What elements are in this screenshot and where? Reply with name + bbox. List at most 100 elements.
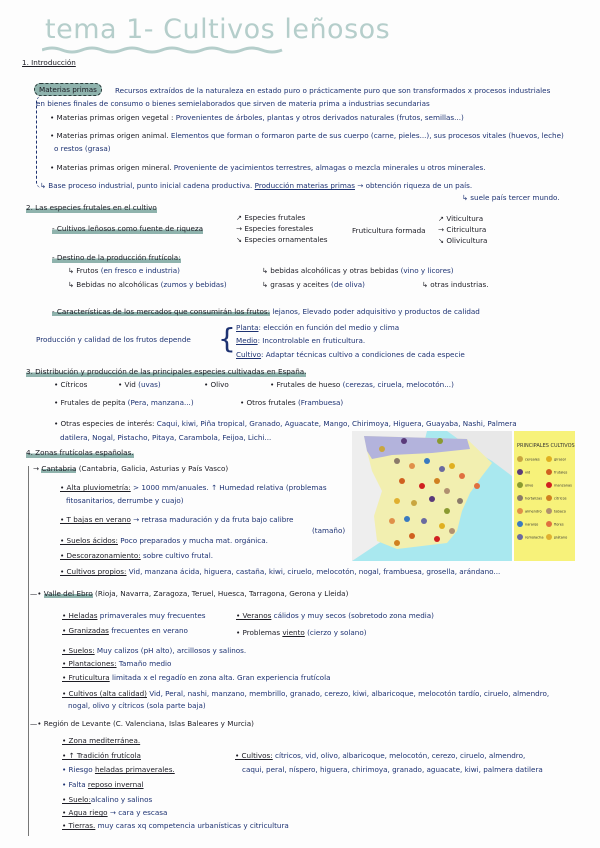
list-item-cont: o restos (grasa) <box>54 144 111 153</box>
list-item: • Problemas viento (cierzo y solano) <box>236 628 367 637</box>
materias-primas-bubble: Materias primas <box>34 83 102 96</box>
list-item: • Zona mediterránea. <box>62 736 141 745</box>
levante-heading: —• Región de Levante (C. Valenciana, Isl… <box>30 719 254 728</box>
list-item-cont: fitosanitarios, derrumbe y cuajo) <box>66 496 184 505</box>
legend-icon <box>546 482 552 488</box>
crop-icon <box>474 483 480 489</box>
list-item: • Frutales de pepita (Pera, manzana...) <box>54 398 194 407</box>
list-item: • Falta reposo invernal <box>62 780 144 789</box>
crop-icon <box>399 478 405 484</box>
legend-label: almendro <box>525 510 542 514</box>
spain-crops-map: PRINCIPALES CULTIVOS cereales vid olivo hor… <box>352 431 575 561</box>
list-item: • Plantaciones: Tamaño medio <box>62 659 172 668</box>
legend-label: tabaco <box>554 510 566 514</box>
crop-icon <box>411 500 417 506</box>
list-item: • Olivo <box>204 380 229 389</box>
list-item: Cultivo: Adaptar técnicas cultivo a cond… <box>236 350 465 359</box>
legend-icon <box>517 534 523 540</box>
crop-icon <box>449 463 455 469</box>
section-4-heading: 4. Zonas frutícolas españolas. <box>26 448 134 458</box>
list-item-cont: caqui, peral, níspero, higuera, chirimoy… <box>242 765 543 774</box>
crop-icon <box>419 483 425 489</box>
list-item: • Frutales de hueso (cerezas, ciruela, m… <box>270 380 454 389</box>
map-north-band <box>364 436 470 459</box>
crop-icon <box>434 536 440 542</box>
crop-icon <box>459 473 465 479</box>
list-item: ↳ grasas y aceites (de oliva) <box>262 280 365 289</box>
list-item: ↳ bebidas alcohólicas y otras bebidas (v… <box>262 266 454 275</box>
legend-icon <box>517 482 523 488</box>
list-item: • Materias primas origen mineral. Proven… <box>50 163 486 172</box>
side-note: ↳ suele país tercer mundo. <box>462 193 560 202</box>
legend-icon <box>546 469 552 475</box>
list-item: • Fruticultura limitada x el regadío en … <box>62 673 331 682</box>
crop-icon <box>444 508 450 514</box>
produccion-label: Producción y calidad de los frutos depen… <box>36 335 191 344</box>
list-item: • Alta pluviometría: > 1000 mm/anuales. … <box>60 483 327 492</box>
list-item: • Cítricos <box>54 380 88 389</box>
destino-heading: - Destino de la producción frutícola: <box>52 253 181 263</box>
crop-icon <box>394 498 400 504</box>
crop-icon <box>421 518 427 524</box>
crop-icon <box>439 523 445 529</box>
crop-icon <box>457 498 463 504</box>
crop-icon <box>439 466 445 472</box>
list-item: • Descorazonamiento: sobre cultivo fruta… <box>60 551 213 560</box>
title-underline <box>42 46 283 54</box>
crop-icon <box>449 528 455 534</box>
ebro-heading: —• Valle del Ebro (Rioja, Navarra, Zarag… <box>30 589 349 598</box>
crop-icon <box>394 458 400 464</box>
branch-item: → Especies forestales <box>236 224 314 233</box>
section-1-heading: 1. Introducción <box>22 58 76 67</box>
branch-item: ↘ Olivicultura <box>438 236 488 245</box>
legend-icon <box>517 521 523 527</box>
section-3-heading: 3. Distribución y producción de las prin… <box>26 367 307 377</box>
dashed-bracket <box>36 96 45 188</box>
definition: Recursos extraídos de la naturaleza en e… <box>115 86 551 95</box>
legend-label: manzanas <box>554 484 572 488</box>
definition: en bienes finales de consumo o bienes se… <box>36 99 430 108</box>
legend-icon <box>517 508 523 514</box>
cantabria-heading: → Cantabria (Cantabria, Galicia, Asturia… <box>33 464 229 473</box>
legend-icon <box>517 495 523 501</box>
brace: { <box>218 322 236 355</box>
legend-icon <box>546 456 552 462</box>
legend-icon <box>517 456 523 462</box>
legend-icon <box>546 508 552 514</box>
list-item: • Otras especies de interés: Caqui, kiwi… <box>54 419 517 428</box>
list-item: • Heladas primaverales muy frecuentes <box>62 611 206 620</box>
list-item: • T bajas en verano → retrasa maduración… <box>60 515 294 524</box>
legend-label: remolacha <box>525 536 543 540</box>
list-item: • ↑ Tradición frutícola <box>62 751 141 760</box>
crop-icon <box>409 463 415 469</box>
crop-icon <box>444 488 450 494</box>
list-item-cont: nogal, olivo y cítricos (sola parte baja… <box>68 701 206 710</box>
legend-label: olivo <box>525 484 533 488</box>
list-item: Medio: Incontrolable en fruticultura. <box>236 336 366 345</box>
legend-icon <box>517 469 523 475</box>
list-item: • Riesgo heladas primaverales. <box>62 765 175 774</box>
page-title: tema 1- Cultivos leñosos <box>45 14 391 45</box>
branch-item: ↘ Especies ornamentales <box>236 235 328 244</box>
legend-label: girasol <box>554 458 566 462</box>
list-item: • Tierras. muy caras xq competencia urba… <box>62 821 289 830</box>
list-item: • Agua riego → cara y escasa <box>62 808 168 817</box>
legend-label: cítricos <box>554 497 567 501</box>
crop-icon <box>434 478 440 484</box>
crop-icon <box>429 496 435 502</box>
note: (tamaño) <box>312 526 346 535</box>
list-item: • Granizadas frecuentes en verano <box>62 626 188 635</box>
crop-icon <box>379 446 385 452</box>
base-note: ↳ Base proceso industrial, punto inicial… <box>40 181 473 190</box>
branch-item: ↗ Viticultura <box>438 214 484 223</box>
legend-label: vid <box>525 471 530 475</box>
legend-label: plátano <box>554 536 567 540</box>
branch-item: → Citricultura <box>438 225 487 234</box>
fruticultura: Fruticultura formada <box>352 226 426 235</box>
list-item: ↳ Frutos (en fresco e industria) <box>68 266 180 275</box>
crop-icon <box>389 518 395 524</box>
legend-title: PRINCIPALES CULTIVOS <box>517 443 575 449</box>
list-item: • Cultivos propios: Vid, manzana ácida, … <box>60 567 501 576</box>
list-item: • Otros frutales (Frambuesa) <box>240 398 344 407</box>
